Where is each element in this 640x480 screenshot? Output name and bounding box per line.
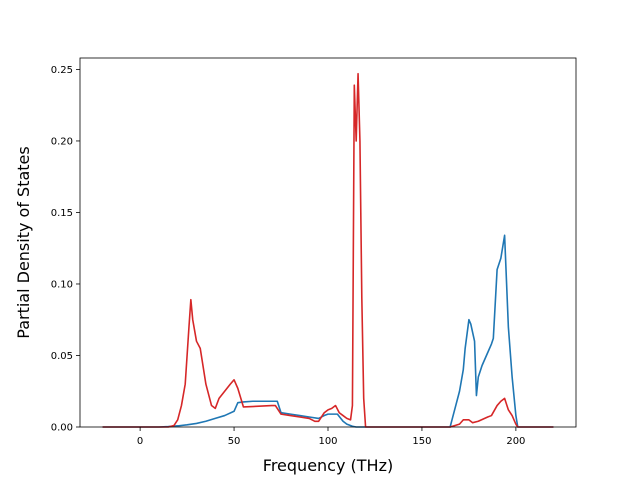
plot-area <box>80 58 576 427</box>
y-tick-label: 0.10 <box>51 279 73 290</box>
x-ticks: 0 50 100 150 200 <box>137 427 525 447</box>
x-tick-label: 150 <box>412 436 431 447</box>
y-tick-label: 0.20 <box>51 136 73 147</box>
x-tick-label: 100 <box>318 436 337 447</box>
y-axis-label: Partial Density of States <box>14 146 33 338</box>
y-ticks: 0.00 0.05 0.10 0.15 0.20 0.25 <box>51 65 80 434</box>
x-tick-label: 50 <box>228 436 241 447</box>
series-line-2 <box>102 72 554 428</box>
y-tick-label: 0.05 <box>51 351 73 362</box>
y-tick-label: 0.25 <box>51 65 73 76</box>
y-tick-label: 0.00 <box>51 423 73 434</box>
x-tick-label: 200 <box>506 436 525 447</box>
x-axis-label: Frequency (THz) <box>263 456 393 475</box>
x-tick-label: 0 <box>137 436 143 447</box>
y-tick-label: 0.15 <box>51 208 73 219</box>
